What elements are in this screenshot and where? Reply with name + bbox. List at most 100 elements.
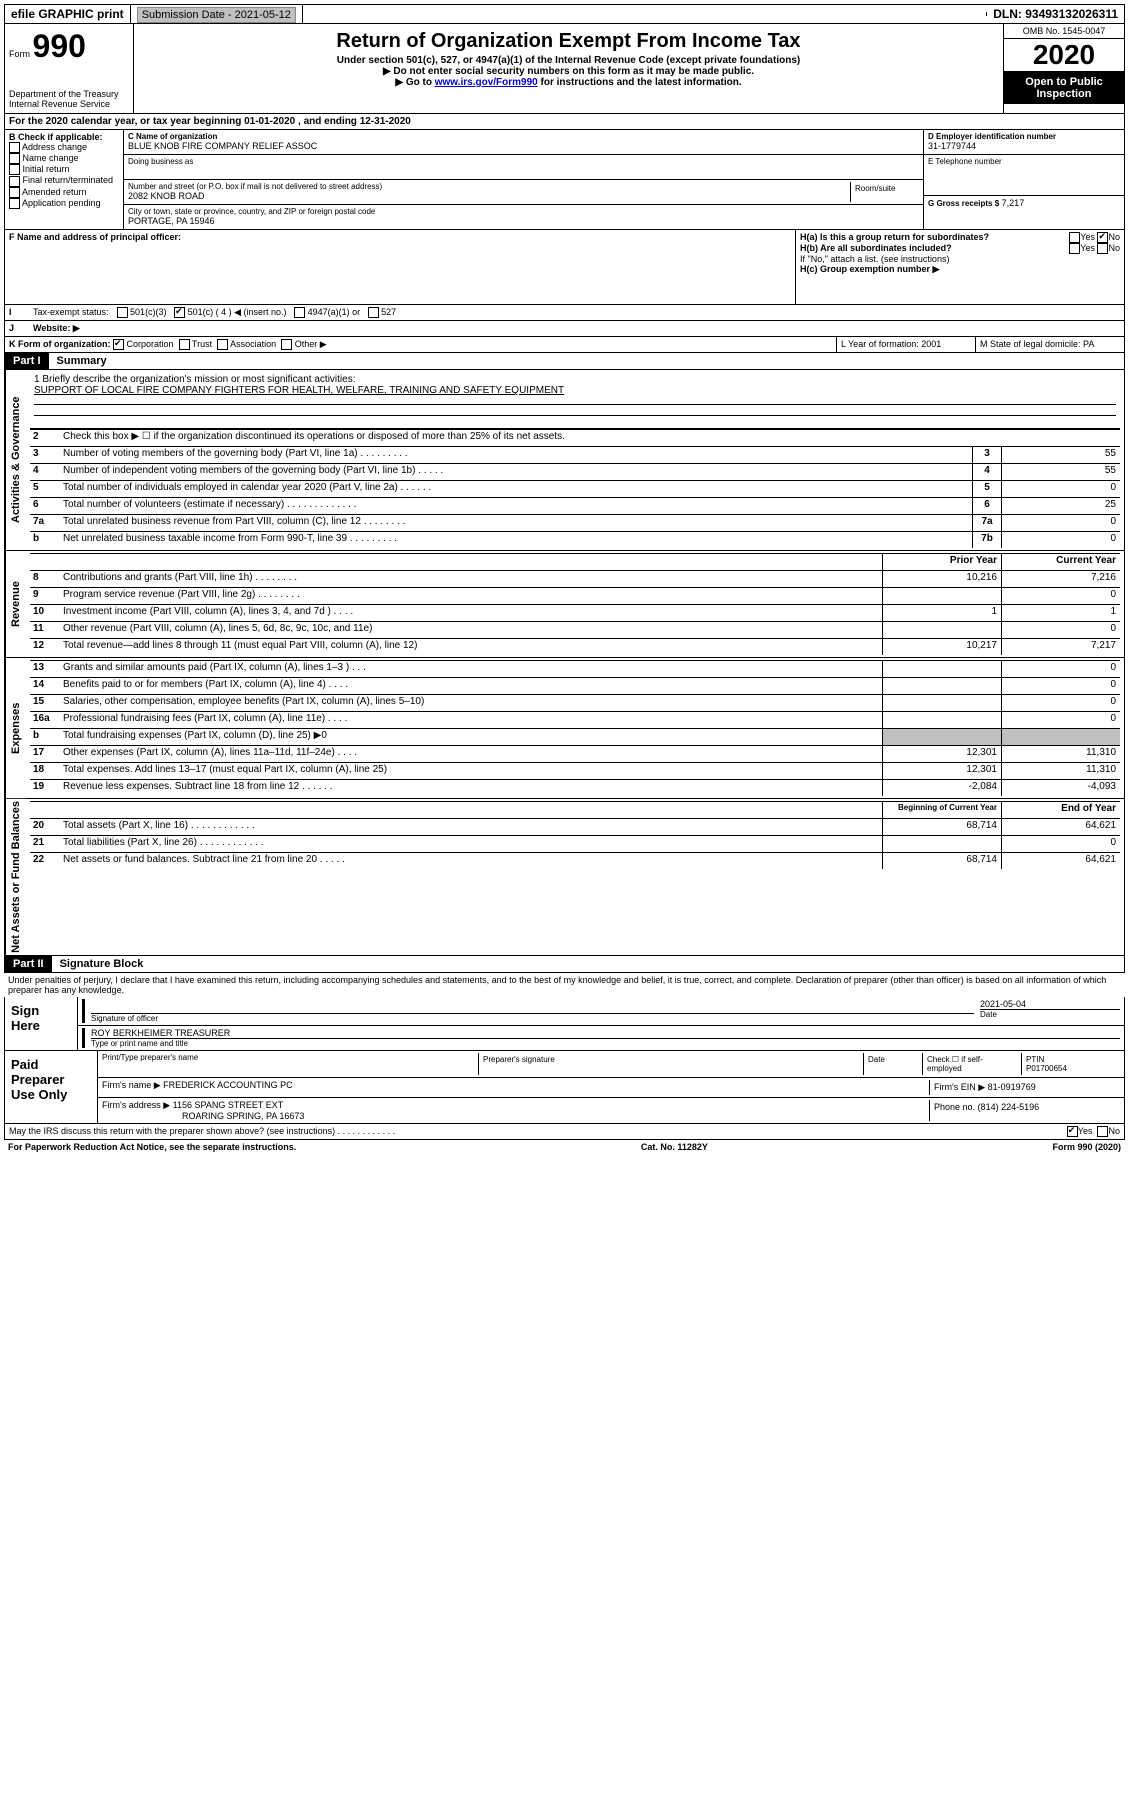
line-8: Contributions and grants (Part VIII, lin… xyxy=(60,571,882,587)
firm-addr-label: Firm's address ▶ xyxy=(102,1100,170,1110)
line-16a: Professional fundraising fees (Part IX, … xyxy=(60,712,882,728)
line-2: Check this box ▶ ☐ if the organization d… xyxy=(60,430,1120,446)
e-label: E Telephone number xyxy=(928,157,1120,166)
city-state-zip: PORTAGE, PA 15946 xyxy=(128,216,919,226)
rev-label: Revenue xyxy=(5,551,26,657)
form-label: Form xyxy=(9,49,30,59)
line-15: Salaries, other compensation, employee b… xyxy=(60,695,882,711)
line-i: I Tax-exempt status: 501(c)(3) 501(c) ( … xyxy=(4,305,1125,321)
rev-section: Revenue Prior YearCurrent Year 8Contribu… xyxy=(4,551,1125,658)
submission-date-btn[interactable]: Submission Date - 2021-05-12 xyxy=(137,7,296,23)
k-label: K Form of organization: xyxy=(9,339,111,349)
exp-label: Expenses xyxy=(5,658,26,798)
line-3: Number of voting members of the governin… xyxy=(60,447,972,463)
d-label: D Employer identification number xyxy=(928,132,1120,141)
chk-assoc[interactable] xyxy=(217,339,228,350)
open-inspection: Open to Public Inspection xyxy=(1004,72,1124,104)
mission-a: SUPPORT OF LOCAL FIRE COMPANY FIGHTERS F… xyxy=(34,385,1116,396)
year-formation: L Year of formation: 2001 xyxy=(836,337,975,352)
officer-name: ROY BERKHEIMER TREASURER xyxy=(91,1028,1120,1038)
sig-officer-label: Signature of officer xyxy=(91,1013,974,1023)
val-3: 55 xyxy=(1001,447,1120,463)
line-7b: Net unrelated business taxable income fr… xyxy=(60,532,972,548)
discuss-text: May the IRS discuss this return with the… xyxy=(5,1124,1063,1139)
line-j: J Website: ▶ xyxy=(4,321,1125,337)
line-18: Total expenses. Add lines 13–17 (must eq… xyxy=(60,763,882,779)
line-16b: Total fundraising expenses (Part IX, col… xyxy=(60,729,882,745)
chk-trust[interactable] xyxy=(179,339,190,350)
g-label: G Gross receipts $ xyxy=(928,199,999,208)
part1-header: Part I Summary xyxy=(4,353,1125,370)
dln: DLN: 93493132026311 xyxy=(987,5,1124,23)
subtitle-1: Under section 501(c), 527, or 4947(a)(1)… xyxy=(138,55,999,66)
chk-corp[interactable] xyxy=(113,339,124,350)
line-5: Total number of individuals employed in … xyxy=(60,481,972,497)
line-4: Number of independent voting members of … xyxy=(60,464,972,480)
street-address: 2082 KNOB ROAD xyxy=(128,191,850,201)
state-domicile: M State of legal domicile: PA xyxy=(975,337,1124,352)
firm-name: FREDERICK ACCOUNTING PC xyxy=(163,1080,293,1090)
phone-label: Phone no. xyxy=(934,1102,975,1112)
omb-number: OMB No. 1545-0047 xyxy=(1004,24,1124,38)
hb-label: H(b) Are all subordinates included? xyxy=(800,243,952,253)
prep-date-label: Date xyxy=(863,1053,922,1075)
f-label: F Name and address of principal officer: xyxy=(9,232,791,242)
hb-note: If "No," attach a list. (see instruction… xyxy=(800,254,1120,264)
chk-name-change[interactable] xyxy=(9,153,20,164)
ha-yes[interactable] xyxy=(1069,232,1080,243)
chk-final-return[interactable] xyxy=(9,176,20,187)
b-label: B Check if applicable: xyxy=(9,132,119,142)
discuss-yes[interactable] xyxy=(1067,1126,1078,1137)
hb-yes[interactable] xyxy=(1069,243,1080,254)
self-emp-label: Check ☐ if self-employed xyxy=(922,1053,1021,1075)
val-7a: 0 xyxy=(1001,515,1120,531)
line-10: Investment income (Part VIII, column (A)… xyxy=(60,605,882,621)
perjury-text: Under penalties of perjury, I declare th… xyxy=(4,973,1125,997)
chk-initial-return[interactable] xyxy=(9,164,20,175)
addr-label: Number and street (or P.O. box if mail i… xyxy=(128,182,850,191)
sig-date-label: Date xyxy=(980,1009,1120,1019)
mission-q: 1 Briefly describe the organization's mi… xyxy=(34,374,1116,385)
form-title: Return of Organization Exempt From Incom… xyxy=(138,30,999,53)
part2-header: Part II Signature Block xyxy=(4,956,1125,973)
firm-addr1: 1156 SPANG STREET EXT xyxy=(173,1100,284,1110)
paid-preparer-section: Paid Preparer Use Only Print/Type prepar… xyxy=(4,1051,1125,1124)
gov-section: Activities & Governance 1 Briefly descri… xyxy=(4,370,1125,551)
net-section: Net Assets or Fund Balances Beginning of… xyxy=(4,799,1125,956)
prep-name-label: Print/Type preparer's name xyxy=(102,1053,478,1075)
chk-app-pending[interactable] xyxy=(9,198,20,209)
type-name-label: Type or print name and title xyxy=(91,1038,1120,1048)
gross-receipts: 7,217 xyxy=(1002,198,1025,208)
sign-here-section: Sign Here Signature of officer 2021-05-0… xyxy=(4,997,1125,1051)
chk-501c3[interactable] xyxy=(117,307,128,318)
dba-label: Doing business as xyxy=(128,157,919,166)
page-footer: For Paperwork Reduction Act Notice, see … xyxy=(4,1140,1125,1154)
hb-no[interactable] xyxy=(1097,243,1108,254)
form-header: Form 990 Department of the Treasury Inte… xyxy=(4,24,1125,114)
sig-date: 2021-05-04 xyxy=(980,999,1120,1009)
line-22: Net assets or fund balances. Subtract li… xyxy=(60,853,882,869)
firm-addr2: ROARING SPRING, PA 16673 xyxy=(102,1111,304,1121)
chk-527[interactable] xyxy=(368,307,379,318)
form990-link[interactable]: www.irs.gov/Form990 xyxy=(435,77,538,88)
chk-other[interactable] xyxy=(281,339,292,350)
j-label: Website: ▶ xyxy=(29,321,84,336)
ha-no[interactable] xyxy=(1097,232,1108,243)
footer-left: For Paperwork Reduction Act Notice, see … xyxy=(8,1142,296,1152)
val-6: 25 xyxy=(1001,498,1120,514)
chk-4947[interactable] xyxy=(294,307,305,318)
room-label: Room/suite xyxy=(850,182,919,202)
discuss-no[interactable] xyxy=(1097,1126,1108,1137)
line-klm: K Form of organization: Corporation Trus… xyxy=(4,337,1125,353)
col-beg: Beginning of Current Year xyxy=(882,802,1001,818)
form-number: 990 xyxy=(33,28,86,64)
col-prior: Prior Year xyxy=(882,554,1001,570)
chk-address-change[interactable] xyxy=(9,142,20,153)
sign-here-label: Sign Here xyxy=(5,997,78,1050)
chk-amended[interactable] xyxy=(9,187,20,198)
line-12: Total revenue—add lines 8 through 11 (mu… xyxy=(60,639,882,655)
firm-name-label: Firm's name ▶ xyxy=(102,1080,161,1090)
line-19: Revenue less expenses. Subtract line 18 … xyxy=(60,780,882,796)
chk-501c[interactable] xyxy=(174,307,185,318)
ptin-label: PTIN xyxy=(1026,1055,1116,1064)
